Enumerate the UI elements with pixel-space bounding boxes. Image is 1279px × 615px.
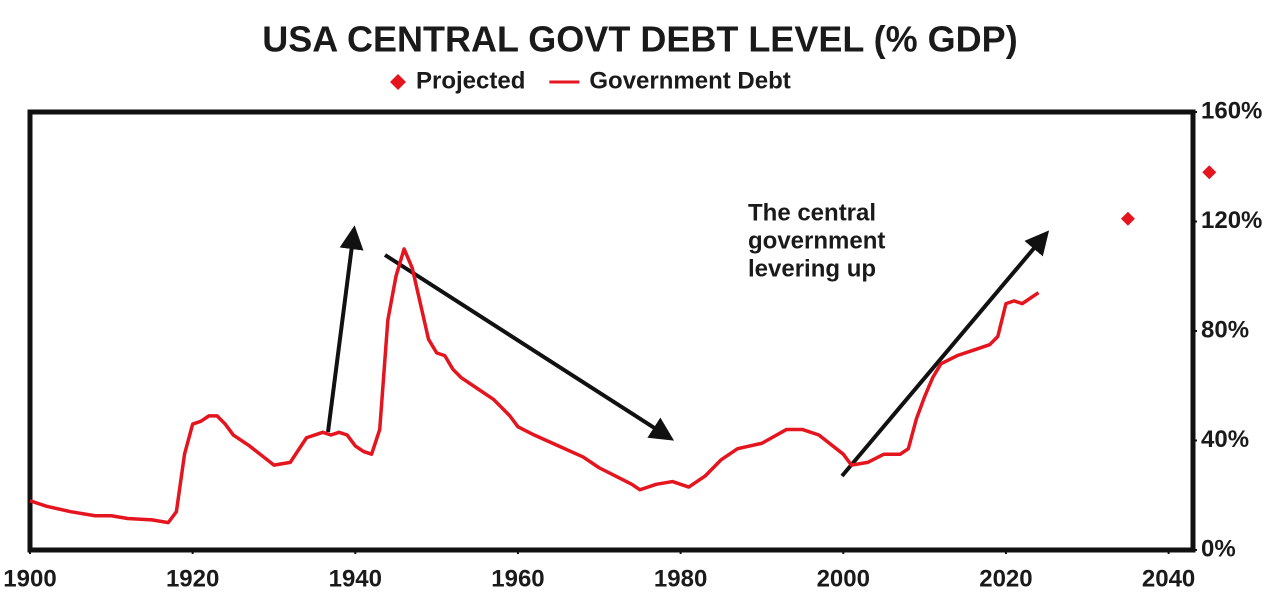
debt-line [29, 247, 1040, 525]
arrow [383, 253, 675, 441]
plot-frame [27, 109, 1196, 553]
arrow [840, 230, 1050, 478]
chart-title: USA CENTRAL GOVT DEBT LEVEL (% GDP) [262, 19, 1017, 60]
x-tick-label: 1900 [3, 565, 56, 592]
legend-label: Projected [416, 67, 525, 94]
y-tick-label: 40% [1201, 426, 1249, 453]
x-tick-label: 2000 [817, 565, 870, 592]
y-tick-label: 120% [1201, 207, 1262, 234]
y-tick-label: 0% [1201, 535, 1236, 562]
legend-label: Government Debt [589, 67, 790, 94]
annotation: government [748, 227, 885, 254]
annotation: The central [748, 199, 876, 226]
arrow [326, 225, 364, 433]
legend-marker [390, 74, 406, 90]
projected-point [1120, 211, 1135, 226]
x-tick-label: 1920 [166, 565, 219, 592]
x-tick-label: 1980 [654, 565, 707, 592]
y-tick-label: 160% [1201, 97, 1262, 124]
x-tick-label: 2040 [1142, 565, 1195, 592]
x-tick-label: 2020 [979, 565, 1032, 592]
projected-point [1202, 165, 1217, 180]
annotation: levering up [748, 255, 876, 282]
x-tick-label: 1960 [491, 565, 544, 592]
x-tick-label: 1940 [329, 565, 382, 592]
y-tick-label: 80% [1201, 316, 1249, 343]
